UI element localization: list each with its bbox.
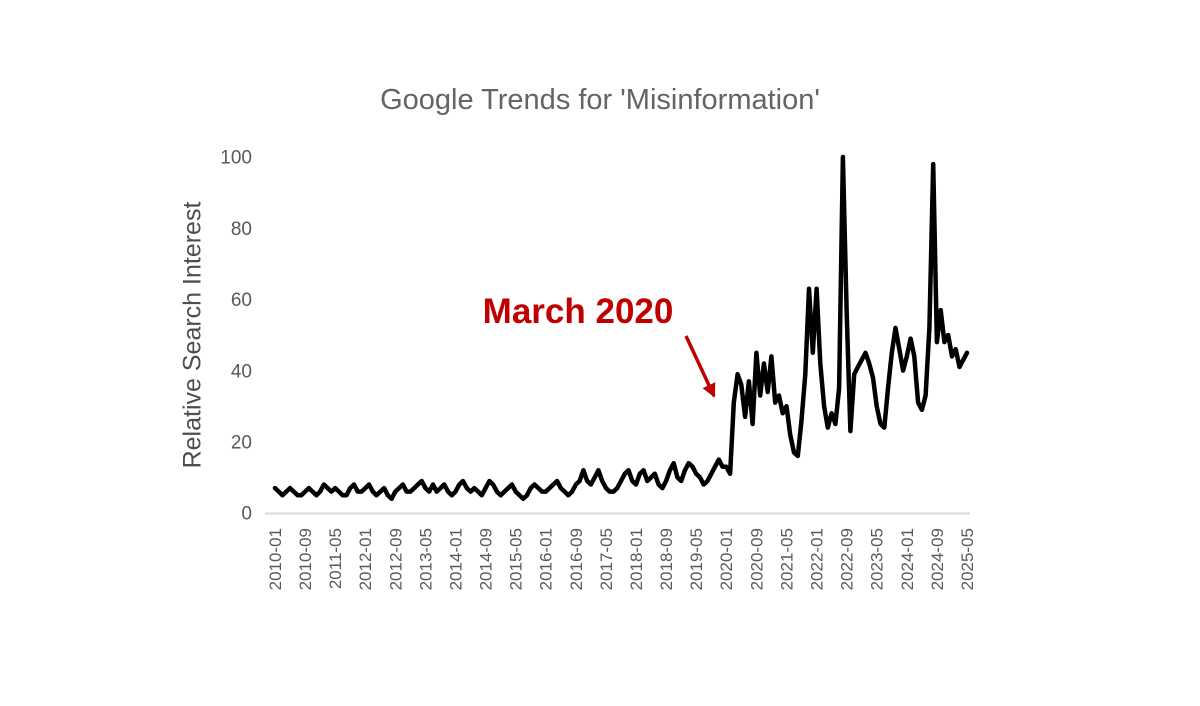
y-tick-label: 100 xyxy=(220,148,252,169)
x-tick-label: 2020-09 xyxy=(747,528,766,590)
x-tick-label: 2018-01 xyxy=(627,528,646,590)
x-tick-label: 2022-01 xyxy=(808,528,827,590)
trend-line xyxy=(272,154,970,502)
x-tick-label: 2014-09 xyxy=(477,528,496,590)
annotation-arrow xyxy=(684,335,716,398)
y-tick-label: 60 xyxy=(231,290,252,311)
x-tick-label: 2021-05 xyxy=(777,528,796,590)
x-tick-label: 2018-09 xyxy=(657,528,676,590)
x-tick-label: 2016-01 xyxy=(537,528,556,590)
x-tick-label: 2025-05 xyxy=(958,528,977,590)
y-tick-label: 40 xyxy=(231,361,252,382)
x-tick-label: 2019-05 xyxy=(687,528,706,590)
x-tick-label: 2013-05 xyxy=(416,528,435,590)
x-tick-label: 2020-01 xyxy=(717,528,736,590)
x-tick-label: 2024-09 xyxy=(928,528,947,590)
x-tick-label: 2011-05 xyxy=(326,528,345,589)
x-tick-label: 2012-01 xyxy=(356,528,375,590)
chart-title: Google Trends for 'Misinformation' xyxy=(380,84,820,116)
y-tick-label: 0 xyxy=(241,504,252,525)
x-tick-label: 2012-09 xyxy=(386,528,405,590)
y-tick-label: 80 xyxy=(231,219,252,240)
x-tick-label: 2024-01 xyxy=(898,528,917,590)
x-tick-label: 2010-01 xyxy=(266,528,285,590)
x-tick-label: 2023-05 xyxy=(868,528,887,590)
x-tick-label: 2017-05 xyxy=(597,528,616,590)
x-tick-label: 2010-09 xyxy=(296,528,315,590)
x-tick-label: 2014-01 xyxy=(446,528,465,590)
annotation-march-2020: March 2020 xyxy=(482,292,674,331)
x-tick-label: 2016-09 xyxy=(567,528,586,590)
x-tick-label: 2022-09 xyxy=(838,528,857,590)
y-tick-label: 20 xyxy=(231,432,252,453)
x-tick-label: 2015-05 xyxy=(507,528,526,590)
